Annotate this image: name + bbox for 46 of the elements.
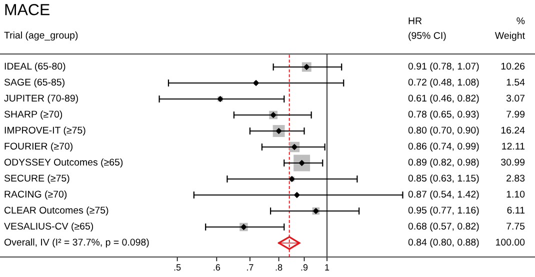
annotation: 3.07 xyxy=(506,94,525,102)
x-tick-label: .9 xyxy=(301,264,308,271)
y-tick-label: SHARP (≥70) xyxy=(4,110,62,120)
annotation: 7.99 xyxy=(506,110,525,118)
annotation: 16.24 xyxy=(501,126,525,134)
y-tick-label: VESALIUS-CV (≥65) xyxy=(4,222,94,232)
annotation: 1.54 xyxy=(506,78,525,86)
annotation: 12.11 xyxy=(502,142,525,150)
text: % Weight xyxy=(494,17,525,41)
annotation: 0.89 (0.82, 0.98) xyxy=(408,158,479,168)
y-tick-label: SECURE (≥75) xyxy=(4,174,70,184)
annotation: 0.80 (0.70, 0.90) xyxy=(408,126,479,136)
y-tick-label: RACING (≥70) xyxy=(4,190,67,200)
annotation: 2.83 xyxy=(506,174,525,182)
y-tick-label: IMPROVE-IT (≥75) xyxy=(4,126,86,136)
annotation: 0.72 (0.48, 1.08) xyxy=(408,78,479,88)
annotation: 0.86 (0.74, 0.99) xyxy=(408,142,479,152)
chart-title: MACE xyxy=(5,4,50,16)
annotation: 100.00 xyxy=(496,238,525,246)
y-axis-title: Trial (age_group) xyxy=(4,31,78,41)
annotation: 0.84 (0.80, 0.88) xyxy=(408,238,479,248)
y-tick-label: FOURIER (≥70) xyxy=(4,142,72,152)
annotation: 0.61 (0.46, 0.82) xyxy=(408,94,479,104)
annotation: 6.11 xyxy=(507,206,525,214)
annotation: 30.99 xyxy=(501,158,525,166)
annotation: 0.78 (0.65, 0.93) xyxy=(408,110,479,120)
annotation: 0.68 (0.57, 0.82) xyxy=(408,222,479,232)
annotation: 1.10 xyxy=(506,190,525,198)
annotation: 0.87 (0.54, 1.42) xyxy=(408,190,479,200)
annotation: 0.95 (0.77, 1.16) xyxy=(408,206,479,216)
x-tick-label: .5 xyxy=(174,264,181,271)
y-tick-label: ODYSSEY Outcomes (≥65) xyxy=(4,158,123,168)
annotation: 0.85 (0.63, 1.15) xyxy=(408,174,479,184)
annotation: 10.26 xyxy=(501,62,525,70)
y-tick-label: CLEAR Outcomes (≥75) xyxy=(4,206,108,216)
x-tick-label: .8 xyxy=(276,264,282,271)
y-tick-label: JUPITER (70-89) xyxy=(4,94,78,104)
annotation: 0.91 (0.78, 1.07) xyxy=(408,62,479,72)
y-tick-label: Overall, IV (I² = 37.7%, p = 0.098) xyxy=(4,238,149,248)
x-tick-label: .7 xyxy=(247,264,254,270)
x-tick-label: 1 xyxy=(325,264,330,270)
y-tick-label: SAGE (65-85) xyxy=(4,78,64,88)
text: HR (95% CI) xyxy=(408,17,446,41)
annotation: 7.75 xyxy=(506,222,525,230)
y-tick-label: IDEAL (65-80) xyxy=(4,62,66,72)
x-tick-label: .6 xyxy=(214,264,220,271)
